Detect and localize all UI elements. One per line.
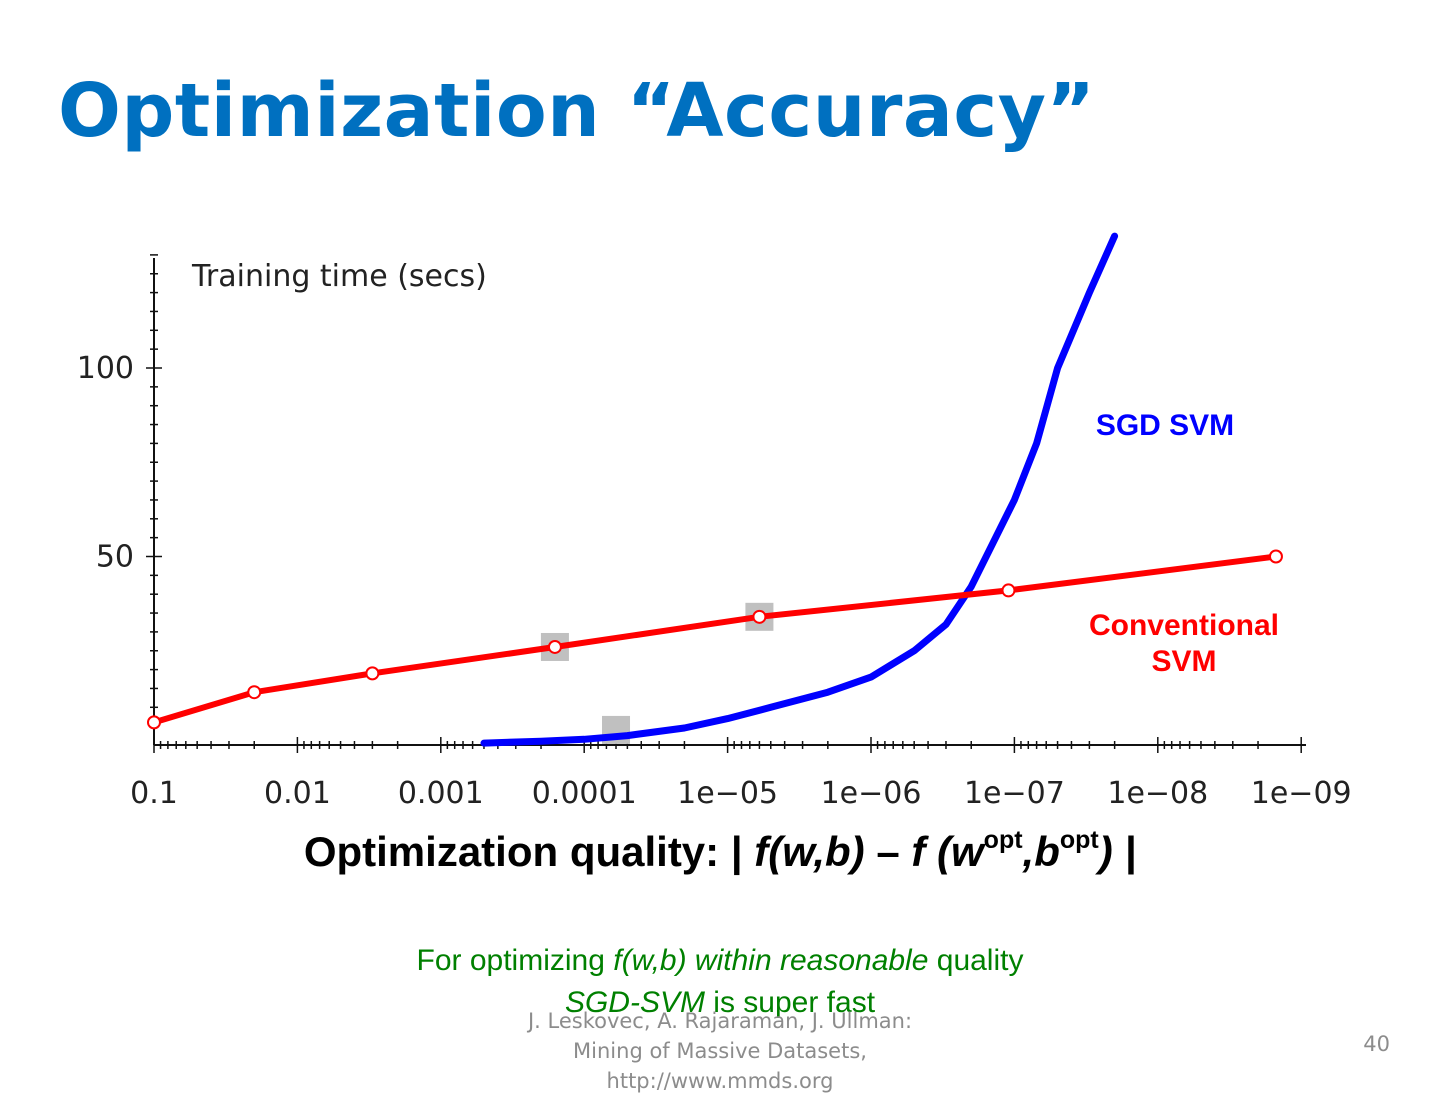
conventional-svm-point (752, 609, 767, 624)
x-tick-label: 0.001 (398, 776, 484, 811)
x-axis-title: Optimization quality: | f(w,b) – f (wopt… (0, 826, 1440, 876)
note-line-1: For optimizing f(w,b) within reasonable … (0, 944, 1440, 978)
note-line-2: SGD-SVM is super fast (0, 986, 1440, 1020)
x-title-prefix: Optimization quality: | (303, 828, 755, 875)
x-title-close: ) | (1098, 828, 1137, 875)
conventional-svm-point (547, 639, 562, 654)
x-title-comma: ,b (1022, 828, 1060, 875)
note-line-1-c: quality (928, 944, 1024, 977)
conventional-svm-point (1268, 549, 1283, 564)
page-number: 40 (1363, 1032, 1390, 1056)
x-title-f2: f (w (911, 828, 984, 875)
conventional-svm-point (147, 715, 161, 730)
label-conventional-svm: Conventional SVM (1062, 608, 1306, 680)
x-title-sup1: opt (983, 826, 1023, 854)
note-line-2-b: is super fast (704, 986, 876, 1019)
y-tick-label: 50 (96, 540, 134, 575)
conventional-svm-point (1001, 583, 1016, 598)
note-line-2-a: SGD-SVM (564, 986, 705, 1019)
y-tick-label: 100 (77, 351, 134, 386)
x-title-dash: – (864, 828, 912, 875)
x-tick-label: 0.01 (264, 776, 331, 811)
conventional-svm-point (247, 685, 262, 700)
x-tick-label: 1e−09 (1251, 776, 1352, 811)
label-sgd-svm: SGD SVM (1060, 408, 1270, 444)
y-axis-label: Training time (secs) (191, 259, 487, 294)
x-tick-label: 0.0001 (532, 776, 637, 811)
x-tick-label: 1e−05 (677, 776, 778, 811)
slide-title: Optimization “Accuracy” (58, 68, 1096, 154)
label-conventional-svm-text: Conventional SVM (1088, 609, 1279, 678)
x-title-f1: f(w,b) (754, 828, 865, 875)
x-title-sup2: opt (1059, 826, 1099, 854)
x-tick-label: 1e−07 (964, 776, 1065, 811)
x-tick-label: 0.1 (130, 776, 178, 811)
note-line-1-a: For optimizing (416, 944, 614, 977)
footer-citation: J. Leskovec, A. Rajaraman, J. Ullman: Mi… (527, 1009, 913, 1093)
sgd-svm-line (480, 232, 1119, 747)
x-tick-label: 1e−08 (1107, 776, 1208, 811)
x-tick-label: 1e−06 (821, 776, 922, 811)
note-line-1-b: f(w,b) within reasonable (613, 944, 929, 977)
label-sgd-svm-text: SGD SVM (1095, 409, 1235, 442)
conventional-svm-point (365, 666, 380, 681)
